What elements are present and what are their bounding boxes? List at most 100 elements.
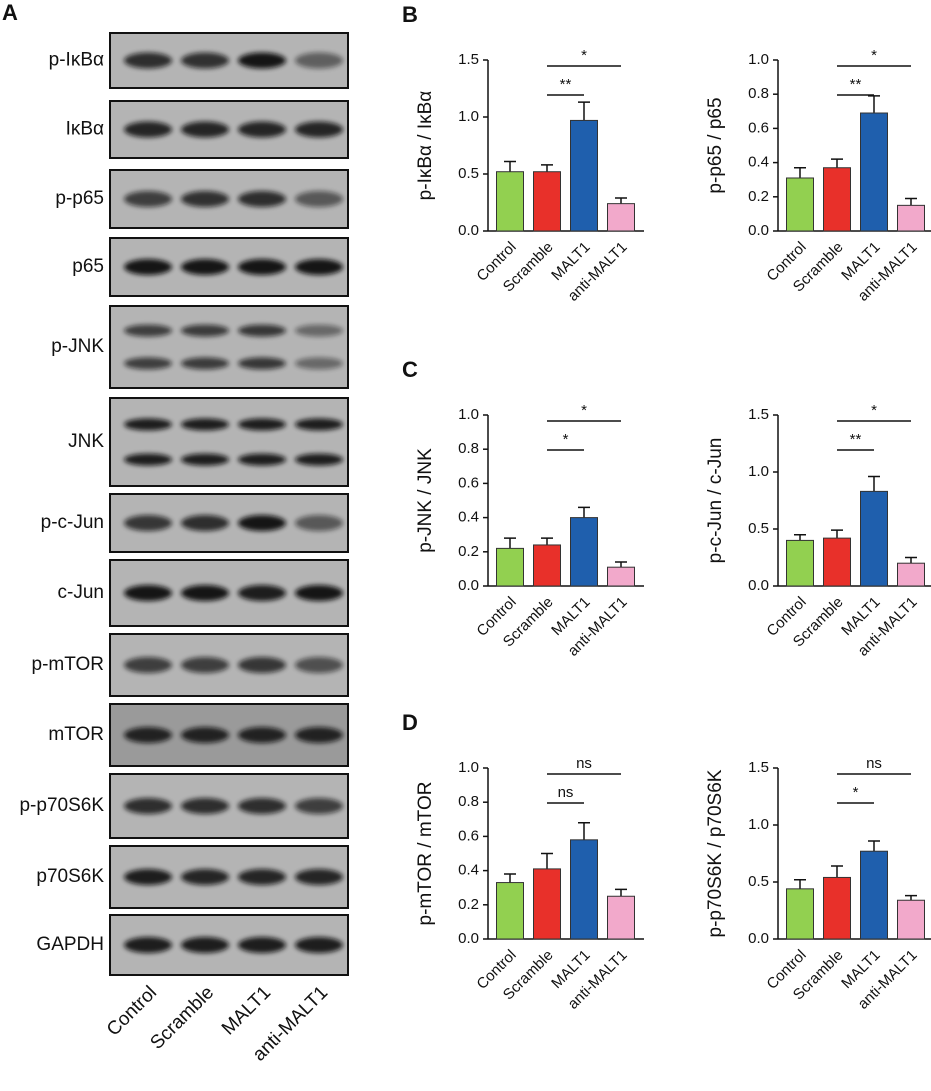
error-bar <box>504 537 516 549</box>
blot-band <box>181 657 229 673</box>
blot-lane-label: MALT1 <box>218 982 275 1039</box>
blot-band <box>124 798 172 814</box>
blot-band <box>181 453 229 466</box>
y-tick-label: 1.0 <box>748 51 769 68</box>
significance-label: ns <box>866 755 882 772</box>
blot-band <box>181 585 229 601</box>
blot-row-label: p-c-Jun <box>41 512 104 533</box>
y-tick-label: 1.5 <box>458 51 479 68</box>
bar <box>823 876 851 940</box>
error-bar <box>868 95 880 114</box>
error-bar <box>831 865 843 878</box>
y-tick-label: 0.0 <box>458 222 479 239</box>
y-tick-label: 0.2 <box>458 543 479 560</box>
bar <box>607 895 635 940</box>
significance-label: * <box>853 784 859 801</box>
blot-row-label: IκBα <box>66 119 104 140</box>
blot-band <box>181 121 229 138</box>
error-bar <box>794 878 806 889</box>
bar <box>496 882 524 940</box>
blot-band <box>238 453 286 466</box>
blot-lane-label: Control <box>103 982 161 1040</box>
blot-band <box>181 727 229 743</box>
blot-band <box>238 121 286 138</box>
bar <box>786 177 814 232</box>
blot-band <box>124 418 172 431</box>
blot-band <box>238 798 286 814</box>
blot-band <box>238 657 286 673</box>
y-tick-label: 1.0 <box>748 463 769 480</box>
bar <box>786 888 814 940</box>
y-tick-label: 0.2 <box>458 896 479 913</box>
blot-band <box>238 418 286 431</box>
blot-band <box>181 191 229 207</box>
error-bar <box>578 101 590 121</box>
blot-band <box>238 869 286 885</box>
blot-frame <box>109 397 349 487</box>
bar <box>533 171 561 232</box>
significance-label: ns <box>558 784 574 801</box>
y-tick-label: 0.5 <box>458 165 479 182</box>
y-tick-label: 0.8 <box>458 440 479 457</box>
blot-band <box>238 515 286 531</box>
y-tick-label: 1.0 <box>748 816 769 833</box>
blot-band <box>295 324 343 337</box>
blot-row-label: p-mTOR <box>32 654 104 675</box>
blot-band <box>124 515 172 531</box>
blot-band <box>181 259 229 275</box>
error-bar <box>541 537 553 545</box>
blot-band <box>124 121 172 138</box>
y-tick-label: 0.0 <box>458 577 479 594</box>
blot-band <box>238 357 286 370</box>
blot-band <box>295 657 343 673</box>
y-tick-label: 0.0 <box>748 930 769 947</box>
panel-label: C <box>402 357 418 382</box>
blot-band <box>238 259 286 275</box>
error-bar <box>868 840 880 852</box>
error-bar <box>578 821 590 840</box>
y-axis-label: p-mTOR / mTOR <box>415 782 436 926</box>
y-tick-label: 1.5 <box>748 759 769 776</box>
y-tick-label: 0.0 <box>748 222 769 239</box>
blot-band <box>181 324 229 337</box>
blot-band <box>238 727 286 743</box>
significance-label: ** <box>850 431 862 448</box>
blot-row-label: p-p70S6K <box>19 795 104 816</box>
y-axis-label: p-p70S6K / p70S6K <box>705 769 726 937</box>
y-tick-label: 0.2 <box>748 188 769 205</box>
y-tick-label: 0.5 <box>748 873 769 890</box>
significance-label: * <box>563 431 569 448</box>
panel-label: B <box>402 2 418 27</box>
blot-band <box>124 52 172 69</box>
y-axis-label: p-IκBα / IκBα <box>415 91 436 201</box>
bar <box>860 490 888 587</box>
blot-frame <box>109 305 349 389</box>
blot-band <box>295 585 343 601</box>
blot-band <box>238 191 286 207</box>
y-tick-label: 1.0 <box>458 108 479 125</box>
blot-band <box>295 191 343 207</box>
panel-label: A <box>2 0 18 25</box>
bar <box>533 544 561 587</box>
error-bar <box>615 197 627 204</box>
blot-band <box>238 585 286 601</box>
y-tick-label: 0.8 <box>458 793 479 810</box>
blot-band <box>295 515 343 531</box>
blot-band <box>295 727 343 743</box>
blot-lane-label: Scramble <box>146 982 218 1054</box>
blot-row-label: p-IκBα <box>49 50 104 71</box>
blot-row-label: p-p65 <box>55 188 104 209</box>
blot-band <box>124 259 172 275</box>
blot-band <box>295 453 343 466</box>
blot-row-label: p-JNK <box>51 336 104 357</box>
significance-label: ** <box>560 76 572 93</box>
y-axis-label: p-c-Jun / c-Jun <box>705 438 726 564</box>
blot-band <box>295 121 343 138</box>
bar <box>496 547 524 587</box>
y-tick-label: 0.6 <box>748 119 769 136</box>
blot-band <box>238 52 286 69</box>
blot-band <box>124 657 172 673</box>
blot-row-label: GAPDH <box>36 934 104 955</box>
significance-label: * <box>581 402 587 419</box>
